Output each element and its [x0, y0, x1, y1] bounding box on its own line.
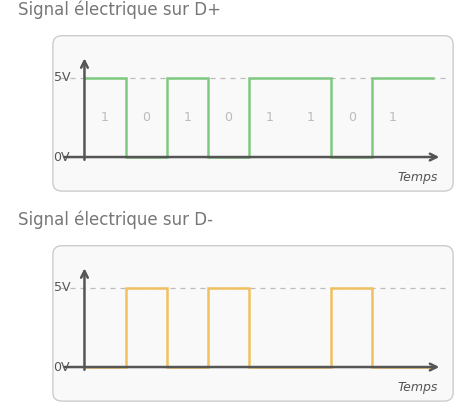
Text: 5V: 5V — [53, 71, 70, 84]
Text: 1: 1 — [306, 111, 314, 124]
Text: Temps: Temps — [397, 381, 437, 394]
Text: 1: 1 — [265, 111, 273, 124]
Text: 5V: 5V — [53, 281, 70, 294]
Text: 0: 0 — [347, 111, 355, 124]
Text: 1: 1 — [388, 111, 396, 124]
Text: 1: 1 — [183, 111, 191, 124]
Text: 0: 0 — [142, 111, 150, 124]
Text: 0V: 0V — [53, 150, 70, 163]
Text: Signal électrique sur D+: Signal électrique sur D+ — [18, 0, 221, 19]
Text: 1: 1 — [101, 111, 109, 124]
Text: 0V: 0V — [53, 360, 70, 373]
Text: 0: 0 — [224, 111, 232, 124]
Text: Temps: Temps — [397, 171, 437, 184]
Text: Signal électrique sur D-: Signal électrique sur D- — [18, 210, 213, 229]
